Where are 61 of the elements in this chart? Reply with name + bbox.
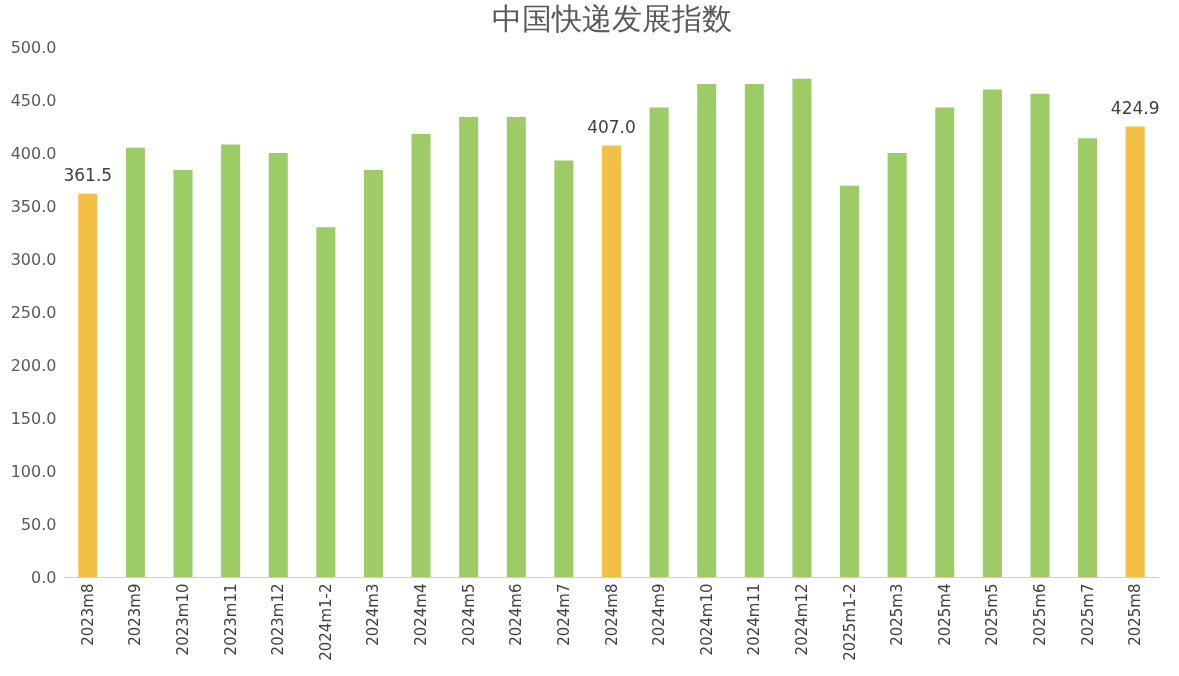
x-tick-label: 2025m5 bbox=[983, 583, 1002, 646]
bar bbox=[268, 153, 288, 577]
x-tick-label: 2025m3 bbox=[888, 583, 907, 646]
x-tick-label: 2025m1-2 bbox=[840, 583, 859, 661]
bar bbox=[887, 153, 907, 577]
bar bbox=[649, 107, 669, 577]
bar bbox=[506, 116, 526, 577]
x-tick-label: 2024m5 bbox=[459, 583, 478, 646]
x-tick-label: 2023m12 bbox=[269, 583, 288, 656]
y-tick-label: 350.0 bbox=[10, 196, 57, 216]
x-tick-label: 2023m9 bbox=[126, 583, 145, 646]
y-tick-label: 400.0 bbox=[10, 143, 57, 163]
x-tick-label: 2025m6 bbox=[1030, 583, 1049, 646]
bar bbox=[697, 84, 717, 577]
y-tick-label: 0.0 bbox=[31, 567, 57, 587]
y-tick-label: 50.0 bbox=[20, 514, 57, 534]
bar bbox=[125, 147, 145, 577]
bar bbox=[1125, 126, 1145, 577]
x-tick-label: 2024m8 bbox=[602, 583, 621, 646]
data-label: 424.9 bbox=[1110, 97, 1160, 118]
x-tick-label: 2024m3 bbox=[364, 583, 383, 646]
x-tick-label: 2023m8 bbox=[78, 583, 97, 646]
chart-title: 中国快递发展指数 bbox=[491, 1, 732, 36]
bar bbox=[1078, 138, 1098, 577]
x-tick-label: 2025m4 bbox=[935, 583, 954, 646]
bar bbox=[1030, 93, 1050, 577]
x-tick-label: 2023m10 bbox=[174, 583, 193, 656]
x-tick-label: 2024m10 bbox=[697, 583, 716, 656]
x-tick-label: 2025m8 bbox=[1126, 583, 1145, 646]
x-tick-label: 2024m7 bbox=[554, 583, 573, 646]
x-tick-label: 2024m1-2 bbox=[316, 583, 335, 661]
bar bbox=[221, 144, 241, 577]
x-tick-label: 2025m7 bbox=[1078, 583, 1097, 646]
bar bbox=[554, 160, 574, 577]
y-tick-label: 450.0 bbox=[10, 90, 57, 110]
bar bbox=[411, 133, 431, 577]
bar bbox=[935, 107, 955, 577]
y-tick-label: 150.0 bbox=[10, 408, 57, 428]
x-tick-label: 2024m11 bbox=[745, 583, 764, 656]
data-label: 361.5 bbox=[63, 164, 113, 185]
y-tick-label: 100.0 bbox=[10, 461, 57, 481]
y-tick-label: 500.0 bbox=[10, 37, 57, 57]
x-tick-label: 2024m12 bbox=[792, 583, 811, 656]
bar bbox=[78, 193, 98, 577]
bar bbox=[316, 227, 336, 577]
y-tick-label: 200.0 bbox=[10, 355, 57, 375]
y-tick-label: 250.0 bbox=[10, 302, 57, 322]
bar bbox=[982, 89, 1002, 577]
bar bbox=[601, 145, 622, 577]
data-label: 407.0 bbox=[587, 116, 636, 137]
bar bbox=[459, 116, 479, 577]
x-tick-label: 2024m9 bbox=[650, 583, 669, 646]
x-tick-label: 2024m6 bbox=[507, 583, 526, 646]
bar bbox=[744, 84, 764, 577]
bar bbox=[840, 185, 860, 577]
x-tick-label: 2024m4 bbox=[412, 583, 431, 646]
y-tick-label: 300.0 bbox=[10, 249, 57, 269]
bar bbox=[173, 169, 193, 577]
bar bbox=[792, 78, 812, 577]
x-tick-label: 2023m11 bbox=[221, 583, 240, 656]
bar bbox=[363, 169, 383, 577]
